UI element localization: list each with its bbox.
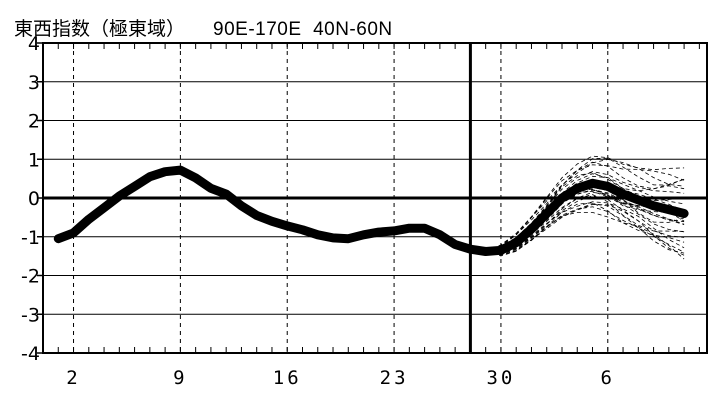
x-tick-label: 16 bbox=[273, 367, 302, 389]
title-label: 東西指数（極東域） bbox=[14, 18, 186, 40]
y-tick-label: -2 bbox=[21, 266, 40, 288]
chart-title: 東西指数（極東域） 90E-170E 40N-60N bbox=[14, 14, 393, 41]
x-tick-label: 2 bbox=[66, 367, 80, 389]
y-tick-label: -3 bbox=[21, 304, 40, 326]
ensemble-member-line bbox=[485, 202, 685, 256]
x-axis: 2 9 16 23 30 6 bbox=[66, 367, 615, 389]
y-axis: -4 -3 -2 -1 0 1 2 3 4 bbox=[21, 33, 43, 365]
ensemble-member-line bbox=[485, 206, 685, 256]
y-tick-label: 3 bbox=[28, 72, 40, 94]
x-tick-label: 9 bbox=[173, 367, 187, 389]
y-tick-label: 4 bbox=[28, 33, 40, 55]
x-tick-label: 23 bbox=[380, 367, 409, 389]
ensemble-member-line bbox=[485, 211, 685, 260]
zonal-index-line bbox=[53, 165, 689, 256]
y-tick-label: 2 bbox=[28, 111, 40, 133]
ensemble-member-line bbox=[485, 204, 685, 256]
x-tick-label: 6 bbox=[601, 367, 615, 389]
ensemble-member-line bbox=[485, 191, 685, 253]
title-region: 90E-170E 40N-60N bbox=[213, 19, 393, 40]
ensemble-member-line bbox=[485, 155, 685, 252]
ensemble-member-line bbox=[485, 203, 685, 255]
y-tick-label: 1 bbox=[28, 149, 40, 171]
ensemble-member-line bbox=[485, 164, 685, 252]
grid bbox=[43, 42, 707, 354]
series-layer bbox=[53, 165, 689, 256]
ensemble-member-line bbox=[485, 195, 685, 254]
x-tick-label: 30 bbox=[486, 367, 515, 389]
y-tick-label: 0 bbox=[28, 188, 40, 210]
y-tick-label: -4 bbox=[21, 343, 40, 365]
y-tick-label: -1 bbox=[21, 227, 40, 249]
